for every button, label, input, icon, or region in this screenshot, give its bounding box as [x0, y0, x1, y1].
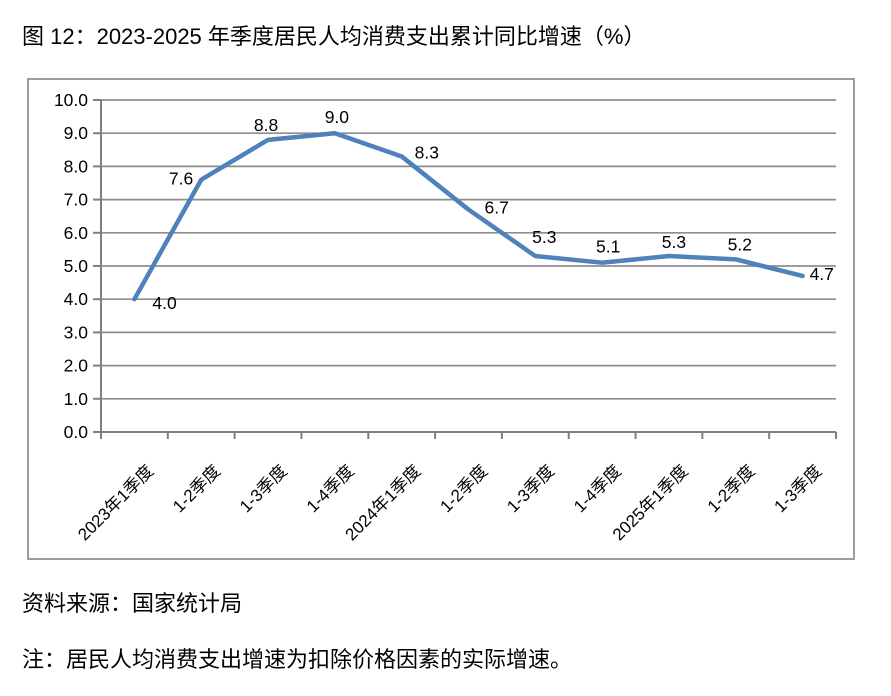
data-label: 4.0	[152, 293, 177, 313]
data-label: 6.7	[485, 198, 509, 218]
x-tick-label: 1-3季度	[236, 461, 291, 516]
data-series-line	[132, 130, 805, 302]
x-tick-label: 1-3季度	[503, 461, 558, 516]
data-label: 5.3	[532, 227, 556, 247]
data-label: 5.3	[662, 232, 686, 252]
data-label: 8.8	[254, 115, 278, 135]
x-tick-label: 2023年1季度	[74, 461, 157, 544]
data-label: 4.7	[810, 264, 834, 284]
x-tick-label: 1-2季度	[704, 461, 759, 516]
data-label: 7.6	[169, 169, 193, 189]
line-chart: 0.0 1.0 2.0 3.0 4.0 5.0 6.0 7.0 8.0 9.0 10.0 2023年1…	[54, 90, 837, 544]
data-label: 8.3	[415, 142, 439, 162]
y-tick-label: 4.0	[64, 289, 89, 309]
figure-title: 图 12：2023-2025 年季度居民人均消费支出累计同比增速（%）	[22, 24, 646, 49]
chart-frame: 0.0 1.0 2.0 3.0 4.0 5.0 6.0 7.0 8.0 9.0 10.0 2023年1…	[27, 78, 855, 560]
source-note: 资料来源：国家统计局	[22, 591, 243, 616]
y-tick-label: 6.0	[64, 223, 89, 243]
x-tick-label: 1-4季度	[303, 461, 358, 516]
y-tick-label: 3.0	[64, 322, 89, 342]
y-tick-label: 10.0	[54, 90, 88, 110]
y-tick-label: 9.0	[64, 123, 89, 143]
data-label: 5.1	[596, 237, 620, 257]
y-tick-label: 5.0	[64, 256, 89, 276]
y-tick-label: 7.0	[64, 190, 89, 210]
y-tick-label: 2.0	[64, 356, 89, 376]
x-tick-label: 1-2季度	[436, 461, 491, 516]
x-tick-label: 1-3季度	[771, 461, 826, 516]
y-tick-label: 1.0	[64, 389, 89, 409]
data-label: 9.0	[325, 107, 350, 127]
y-tick-label: 8.0	[64, 156, 89, 176]
x-tick-label: 1-2季度	[169, 461, 224, 516]
y-tick-label: 0.0	[64, 422, 89, 442]
footnote: 注：居民人均消费支出增速为扣除价格因素的实际增速。	[22, 647, 573, 672]
x-tick-label: 1-4季度	[570, 461, 625, 516]
data-label: 5.2	[728, 234, 752, 254]
